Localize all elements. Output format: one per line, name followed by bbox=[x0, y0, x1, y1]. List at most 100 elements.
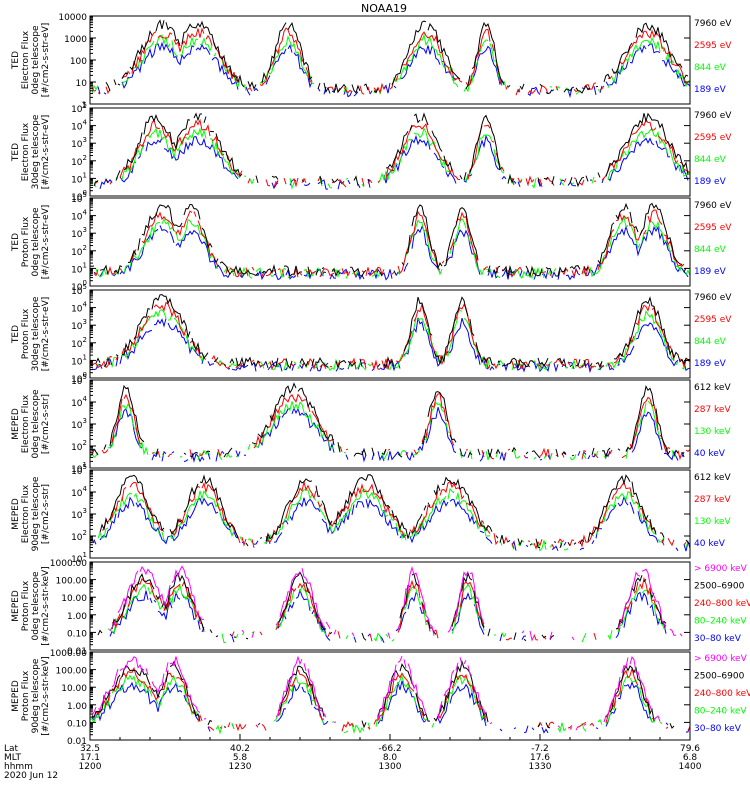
y-tick-label: 102 bbox=[71, 244, 87, 258]
y-axis-label-line: TED bbox=[11, 325, 21, 344]
series-trace-2 bbox=[91, 393, 691, 461]
y-tick-label: 1.00 bbox=[67, 612, 87, 622]
y-axis-label-line: Proton Flux bbox=[21, 216, 31, 267]
legend-entry: 240–800 keV bbox=[694, 689, 750, 699]
y-tick-label: 102 bbox=[71, 154, 87, 168]
legend-entry: 612 keV bbox=[694, 473, 731, 483]
legend-entry: 189 eV bbox=[694, 267, 727, 277]
plot-frame bbox=[89, 561, 691, 651]
x-tick-label: 1230 bbox=[229, 762, 252, 772]
panel-8: 0.01 0.10 1.00 10.00 100.00 1000.00 MEPED Proto… bbox=[11, 649, 750, 747]
y-axis-label-line: 90deg telescope bbox=[31, 476, 41, 551]
plot-frame bbox=[89, 651, 691, 741]
x-tick-label: -66.2 bbox=[378, 744, 401, 754]
series-trace-1 bbox=[105, 19, 689, 95]
x-tick-label: 6.8 bbox=[683, 753, 698, 763]
legend-entry: > 6900 keV bbox=[694, 564, 748, 574]
y-tick-label: 10.00 bbox=[61, 594, 87, 604]
y-tick-label: 101 bbox=[71, 171, 87, 185]
x-tick-label: 1300 bbox=[379, 762, 402, 772]
y-tick-label: 105 bbox=[71, 101, 87, 115]
series-trace-1 bbox=[92, 384, 690, 458]
series-trace-5 bbox=[91, 680, 691, 734]
legend-entry: 80–240 keV bbox=[694, 707, 747, 717]
x-tick-label: 1200 bbox=[79, 762, 102, 772]
plot-frame bbox=[89, 379, 691, 469]
y-axis-label-line: 30deg telescope bbox=[31, 114, 41, 189]
legend-entry: 130 keV bbox=[694, 427, 731, 437]
x-tick-label: 17.6 bbox=[530, 753, 550, 763]
legend-entry: 80–240 keV bbox=[694, 617, 747, 627]
y-axis-label-line: Proton Flux bbox=[21, 670, 31, 721]
legend-entry: 844 eV bbox=[694, 337, 727, 347]
x-tick-label: 79.6 bbox=[680, 744, 700, 754]
x-tick-label: 40.2 bbox=[230, 744, 250, 754]
y-tick-label: 0.10 bbox=[67, 719, 87, 729]
legend-entry: 7960 eV bbox=[694, 111, 732, 121]
x-tick-label: 5.8 bbox=[233, 753, 248, 763]
y-axis-label-line: 0deg telescope bbox=[31, 389, 41, 459]
series-trace-3 bbox=[112, 579, 690, 642]
y-axis-label-line: Electron Flux bbox=[21, 122, 31, 181]
y-axis-label-line: MEPED bbox=[11, 408, 21, 440]
y-tick-label: 101 bbox=[71, 261, 87, 275]
x-axis-labels: 32.517.1120040.25.81230-66.28.01300-7.21… bbox=[4, 734, 702, 781]
y-axis-label-line: TED bbox=[11, 233, 21, 252]
y-axis-label-line: MEPED bbox=[11, 590, 21, 622]
y-axis-label-line: [#/cm2-s-str-eV] bbox=[41, 23, 51, 98]
y-tick-label: 1000.00 bbox=[50, 559, 87, 569]
x-tick-label: 1400 bbox=[679, 762, 702, 772]
panel-7: 0.01 0.10 1.00 10.00 100.00 1000.00 MEPED Proto… bbox=[11, 559, 750, 657]
figure-title: NOAA19 bbox=[361, 2, 407, 15]
panel-1: 1 10 100 1000 10000 TED Electron Flux 0deg tele… bbox=[11, 13, 732, 111]
y-tick-label: 0.01 bbox=[67, 737, 87, 747]
y-tick-label: 104 bbox=[71, 119, 87, 133]
y-axis-label-line: [#/cm2-s-str-keV] bbox=[41, 656, 51, 735]
series-trace-1 bbox=[93, 112, 689, 188]
y-tick-label: 103 bbox=[71, 507, 87, 521]
legend-entry: 2595 eV bbox=[694, 133, 732, 143]
y-tick-label: 1000 bbox=[64, 35, 87, 45]
y-tick-label: 1000.00 bbox=[50, 649, 87, 659]
series-trace-3 bbox=[91, 666, 691, 732]
y-tick-label: 104 bbox=[71, 395, 87, 409]
y-tick-label: 102 bbox=[71, 336, 87, 350]
legend-entry: 7960 eV bbox=[694, 201, 732, 211]
legend-entry: 2595 eV bbox=[694, 223, 732, 233]
y-axis-label-line: Electron Flux bbox=[21, 30, 31, 89]
y-tick-label: 103 bbox=[71, 318, 87, 332]
y-axis-label-line: [#/cm2-s-str-keV] bbox=[41, 566, 51, 645]
x-tick-label: -7.2 bbox=[531, 744, 549, 754]
y-axis-label-line: Electron Flux bbox=[21, 484, 31, 543]
legend-entry: 844 eV bbox=[694, 63, 727, 73]
y-axis-label-line: TED bbox=[11, 143, 21, 162]
series-trace-1 bbox=[89, 474, 691, 549]
series-trace-1 bbox=[92, 656, 678, 730]
x-tick-label: 32.5 bbox=[80, 744, 100, 754]
y-tick-label: 1.00 bbox=[67, 702, 87, 712]
y-axis-label-line: [#/cm2-s-str-eV] bbox=[41, 297, 51, 372]
y-axis-label-line: 0deg telescope bbox=[31, 25, 41, 95]
series-trace-4 bbox=[91, 317, 691, 374]
legend-entry: > 6900 keV bbox=[694, 654, 748, 664]
legend-entry: 844 eV bbox=[694, 245, 727, 255]
y-axis-label-line: MEPED bbox=[11, 498, 21, 530]
x-tick-label: 8.0 bbox=[383, 753, 398, 763]
legend-entry: 2500–6900 bbox=[694, 672, 745, 682]
y-axis-label-line: [#/cm2-s-str-eV] bbox=[41, 205, 51, 280]
y-tick-label: 100.00 bbox=[56, 667, 88, 677]
legend-entry: 189 eV bbox=[694, 177, 727, 187]
x-row-label: Lat bbox=[4, 744, 19, 754]
y-tick-label: 10000 bbox=[58, 13, 87, 23]
y-tick-label: 100.00 bbox=[56, 577, 88, 587]
y-axis-label-line: 0deg telescope bbox=[31, 207, 41, 277]
y-axis-label-line: [#/cm2-s-str] bbox=[41, 484, 51, 544]
series-trace-4 bbox=[110, 407, 690, 461]
plot-frame bbox=[89, 197, 691, 287]
y-tick-label: 103 bbox=[71, 417, 87, 431]
